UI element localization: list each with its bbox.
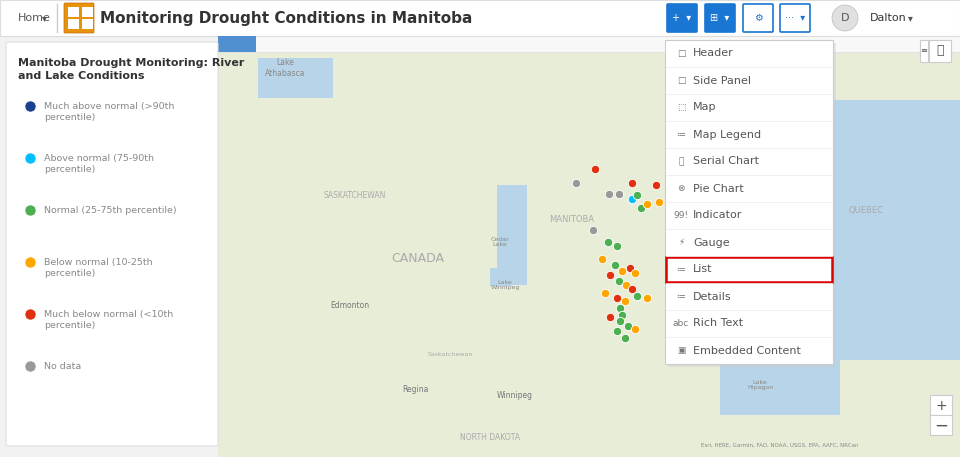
Bar [720, 360, 840, 415]
Text: Header: Header [693, 48, 733, 58]
Bar [830, 100, 960, 360]
Text: Edmonton: Edmonton [330, 301, 370, 309]
Bar [930, 395, 952, 435]
Text: Below normal (10-25th
percentile): Below normal (10-25th percentile) [44, 258, 153, 278]
Bar [218, 36, 256, 52]
Text: abc: abc [673, 319, 689, 328]
Bar [720, 200, 770, 242]
Text: ⚡: ⚡ [678, 238, 684, 247]
Text: ⊞  ▾: ⊞ ▾ [710, 13, 730, 23]
Text: Much below normal (<10th
percentile): Much below normal (<10th percentile) [44, 310, 173, 330]
Text: Side Panel: Side Panel [693, 75, 751, 85]
Text: ⛶: ⛶ [936, 44, 944, 58]
Text: □: □ [677, 76, 685, 85]
Text: Lake
Hipagon: Lake Hipagon [747, 380, 773, 390]
Text: +  ▾: + ▾ [672, 13, 691, 23]
Text: 99!: 99! [673, 211, 688, 220]
Text: ≔: ≔ [677, 265, 685, 274]
Text: No data: No data [44, 362, 82, 371]
Text: SASKATCHEWAN: SASKATCHEWAN [324, 191, 386, 200]
Text: Indicator: Indicator [693, 211, 742, 220]
Bar [666, 257, 832, 282]
Bar [218, 36, 960, 52]
Text: ▾: ▾ [907, 13, 912, 23]
Text: ▾: ▾ [41, 13, 46, 23]
Text: Dalton: Dalton [870, 13, 907, 23]
Bar [665, 40, 833, 364]
Text: CANADA: CANADA [392, 251, 444, 265]
Text: Winnipeg: Winnipeg [497, 390, 533, 399]
Bar [82, 19, 93, 29]
Bar [497, 185, 527, 285]
Text: Much above normal (>90th
percentile): Much above normal (>90th percentile) [44, 102, 175, 122]
Text: Cedar
Lake: Cedar Lake [491, 237, 510, 247]
Text: Esri, HERE, Garmin, FAO, NOAA, USGS, EPA, AAFC, NRCan: Esri, HERE, Garmin, FAO, NOAA, USGS, EPA… [701, 442, 859, 447]
Text: Lake
Athabasca: Lake Athabasca [265, 58, 305, 78]
Text: ≔: ≔ [677, 292, 685, 301]
Text: Details: Details [693, 292, 732, 302]
Text: ≔: ≔ [677, 130, 685, 139]
Text: Manitoba Drought Monitoring: River
and Lake Conditions: Manitoba Drought Monitoring: River and L… [18, 58, 245, 81]
Text: Gauge: Gauge [693, 238, 730, 248]
Text: −: − [934, 417, 948, 435]
Bar [668, 43, 836, 367]
Text: ⊗: ⊗ [677, 184, 684, 193]
Text: Embedded Content: Embedded Content [693, 345, 801, 356]
Bar [490, 268, 512, 286]
Text: Normal (25-75th percentile): Normal (25-75th percentile) [44, 206, 177, 215]
FancyBboxPatch shape [667, 4, 697, 32]
Text: MANITOBA: MANITOBA [549, 216, 594, 224]
Text: Monitoring Drought Conditions in Manitoba: Monitoring Drought Conditions in Manitob… [100, 11, 472, 26]
Bar [218, 36, 960, 457]
Text: Home: Home [18, 13, 51, 23]
Text: Lake
Nipigon: Lake Nipigon [725, 213, 749, 223]
Text: ⬚: ⬚ [677, 103, 685, 112]
Text: ≡: ≡ [921, 47, 927, 55]
Text: List: List [693, 265, 712, 275]
Text: Lake
Winnipeg: Lake Winnipeg [491, 280, 519, 290]
Text: QUEBEC: QUEBEC [849, 206, 883, 214]
Text: ▣: ▣ [677, 346, 685, 355]
Bar [0, 0, 960, 36]
Bar [258, 58, 333, 98]
Text: Saskatchewan: Saskatchewan [427, 352, 472, 357]
Text: ···  ▾: ··· ▾ [785, 13, 805, 23]
Bar [68, 19, 79, 29]
Text: Above normal (75-90th
percentile): Above normal (75-90th percentile) [44, 154, 154, 175]
Text: Pie Chart: Pie Chart [693, 184, 744, 193]
FancyBboxPatch shape [6, 42, 218, 446]
Text: D: D [841, 13, 850, 23]
Text: NORTH DAKOTA: NORTH DAKOTA [460, 434, 520, 442]
Text: ⚙: ⚙ [754, 13, 762, 23]
Bar [929, 40, 951, 62]
Bar [82, 7, 93, 17]
Text: Map Legend: Map Legend [693, 129, 761, 139]
Circle shape [832, 5, 858, 31]
Bar [920, 40, 928, 62]
Text: Map: Map [693, 102, 716, 112]
Text: Serial Chart: Serial Chart [693, 156, 759, 166]
Text: Rich Text: Rich Text [693, 319, 743, 329]
Bar [68, 7, 79, 17]
Text: ⬛: ⬛ [679, 157, 684, 166]
FancyBboxPatch shape [64, 3, 94, 33]
Text: □: □ [677, 49, 685, 58]
FancyBboxPatch shape [705, 4, 735, 32]
Text: Regina: Regina [402, 386, 428, 394]
Text: ONTAR...: ONTAR... [684, 307, 715, 313]
Text: +: + [935, 399, 947, 413]
